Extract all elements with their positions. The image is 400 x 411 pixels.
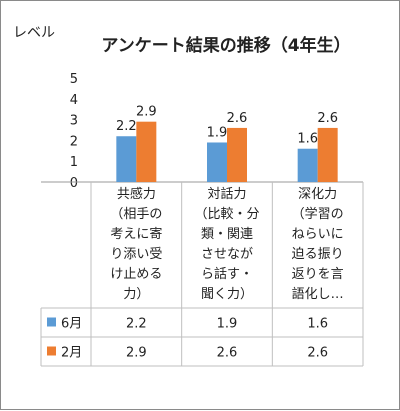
legend-key <box>47 346 56 356</box>
category-label: り添い受 <box>110 247 162 262</box>
y-tick-label: 5 <box>70 72 78 87</box>
y-tick-label: 2 <box>70 134 78 149</box>
category-label: させなが <box>201 247 253 262</box>
category-label: 力） <box>123 287 149 302</box>
data-label: 2.9 <box>136 105 157 120</box>
category-label: 深化力 <box>298 187 337 202</box>
category-label: 考えに寄 <box>110 226 162 242</box>
category-label: （比較・分 <box>194 207 259 222</box>
category-label: 対話力 <box>207 186 246 202</box>
table-cell: 1.6 <box>307 317 328 332</box>
bar <box>207 142 227 182</box>
category-label: け止める <box>110 267 162 282</box>
y-axis-label: レベル <box>13 25 55 41</box>
category-label: 共感力 <box>117 186 156 202</box>
category-label: （学習の <box>292 206 344 222</box>
legend-key <box>47 317 56 327</box>
data-label: 1.6 <box>297 132 318 147</box>
data-label: 2.2 <box>116 119 137 134</box>
y-ticks: 0 1 2 3 4 5 <box>70 72 78 191</box>
bars <box>116 121 338 182</box>
bar <box>317 127 338 182</box>
category-label: ねらいに <box>292 227 344 242</box>
chart-title: アンケート結果の推移（4年生） <box>101 35 350 56</box>
table-cell: 1.9 <box>217 317 238 332</box>
y-tick-label: 0 <box>70 176 78 191</box>
y-tick-label: 4 <box>70 93 78 108</box>
bar <box>297 148 318 182</box>
category-label: 返りを言 <box>292 267 344 282</box>
category-label: 迫る振り <box>292 247 344 262</box>
y-tick-label: 1 <box>70 155 78 170</box>
y-tick-label: 3 <box>70 114 78 129</box>
category-label: 聞く力） <box>201 287 253 302</box>
data-table: 6月 2.2 1.9 1.6 2月 2.9 2.6 2.6 <box>47 317 328 361</box>
category-label: （相手の <box>110 207 162 222</box>
data-labels: 2.22.91.92.61.62.6 <box>116 105 338 147</box>
category-label: ら話す・ <box>201 266 253 282</box>
category-label: 語化し… <box>292 286 344 302</box>
bar <box>116 136 137 182</box>
data-label: 1.9 <box>207 125 228 140</box>
data-label: 2.6 <box>227 111 248 126</box>
table-cell: 2.6 <box>307 346 328 361</box>
table-cell: 2.2 <box>126 317 147 332</box>
table-cell: 2.9 <box>126 346 147 361</box>
legend-label: 2月 <box>61 346 82 361</box>
table-cell: 2.6 <box>217 346 238 361</box>
legend-label: 6月 <box>61 317 82 332</box>
data-label: 2.6 <box>317 111 338 126</box>
bar <box>136 121 157 182</box>
category-label: 類・関連 <box>201 227 253 242</box>
bar <box>227 127 247 182</box>
